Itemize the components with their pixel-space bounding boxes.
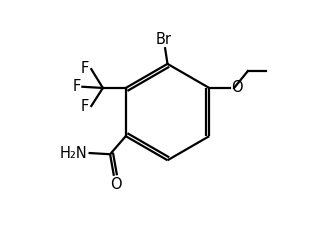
Text: F: F (81, 99, 89, 114)
Text: F: F (72, 79, 80, 94)
Text: Br: Br (156, 32, 172, 47)
Text: O: O (110, 177, 122, 192)
Text: H₂N: H₂N (60, 146, 88, 161)
Text: F: F (81, 61, 89, 76)
Text: O: O (231, 80, 243, 95)
